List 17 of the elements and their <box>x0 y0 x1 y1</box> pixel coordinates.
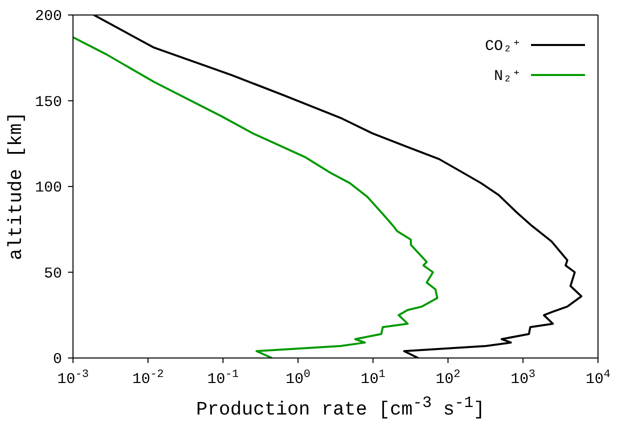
y-tick-label: 100 <box>34 180 62 196</box>
x-tick-label: 10$^{4}$ <box>586 369 611 388</box>
x-tick-label: 10$^{0}$ <box>286 369 311 388</box>
x-tick-label: 10$^{1}$ <box>360 369 386 388</box>
y-axis-title: altitude [km] <box>5 112 27 260</box>
y-tick-label: 200 <box>34 8 62 25</box>
x-axis-title: Production rate [cm$^{-3}$ s$^{-1}$] <box>195 394 486 420</box>
y-tick-label: 50 <box>44 265 62 282</box>
x-tick-label: 10$^{-3}$ <box>57 369 89 388</box>
x-tick-label: 10$^{-1}$ <box>207 369 239 388</box>
x-tick-label: 10$^{3}$ <box>510 369 536 388</box>
x-tick-label: 10$^{-2}$ <box>132 369 164 388</box>
y-tick-label: 150 <box>34 94 62 111</box>
legend-label: CO₂⁺ <box>484 36 521 54</box>
legend-label: N₂⁺ <box>494 66 521 84</box>
y-tick-label: 0 <box>52 351 62 368</box>
x-tick-label: 10$^{2}$ <box>436 369 460 388</box>
